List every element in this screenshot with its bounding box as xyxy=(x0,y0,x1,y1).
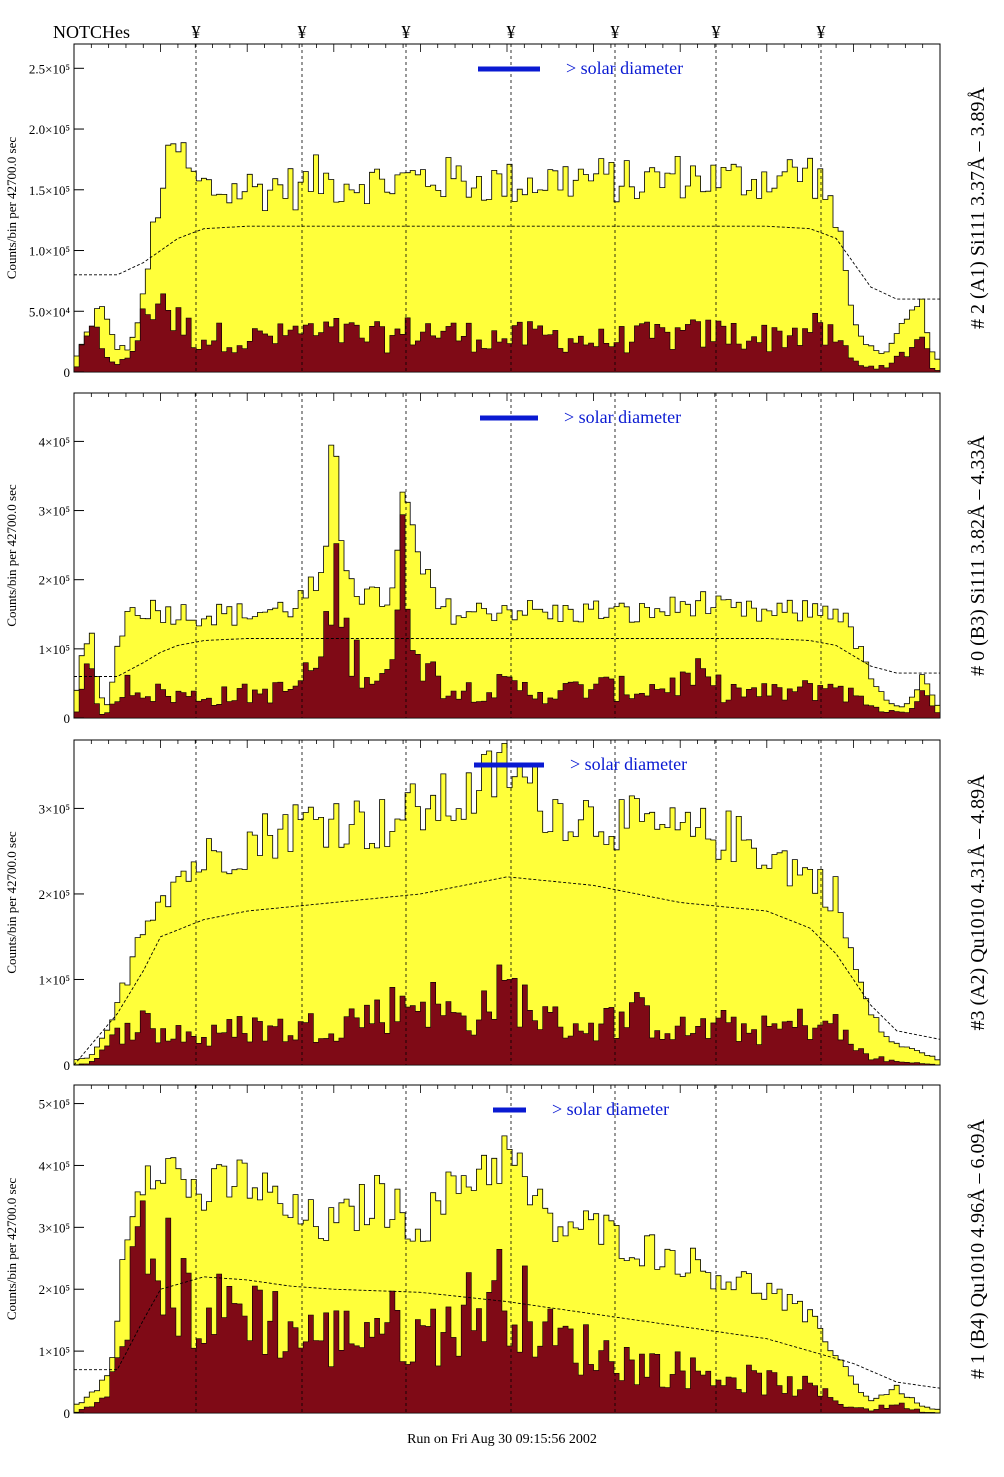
y-tick-label: 0 xyxy=(64,1406,71,1421)
y-tick-label: 2×10⁵ xyxy=(39,887,70,902)
series-signal xyxy=(73,514,941,719)
series-model xyxy=(74,638,940,677)
solar-diameter-legend: > solar diameter xyxy=(564,407,681,427)
series-signal xyxy=(73,1200,941,1414)
panel-2: 0 1×10⁵ 2×10⁵ 3×10⁵ Counts/bin per 42700.0 s… xyxy=(4,739,989,1073)
series-total xyxy=(73,743,941,1066)
series-model xyxy=(74,225,940,300)
y-tick-label: 5.0×10⁴ xyxy=(29,304,71,319)
y-tick-label: 1.5×10⁵ xyxy=(29,183,70,198)
panel-title: # 0 (B3) Si111 3.82Å – 4.33Å xyxy=(967,435,989,676)
y-tick-label: 5×10⁵ xyxy=(39,1097,70,1112)
notch-marker: ¥ xyxy=(817,22,826,42)
y-tick-label: 1×10⁵ xyxy=(39,642,70,657)
panel-0: 0 5.0×10⁴ 1.0×10⁵ 1.5×10⁵ 2.0×10⁵ 2.5×10⁵ Coun… xyxy=(4,43,989,380)
y-tick-label: 2.5×10⁵ xyxy=(29,61,70,76)
y-tick-label: 3×10⁵ xyxy=(39,504,70,519)
series-signal xyxy=(73,964,941,1066)
notch-marker: ¥ xyxy=(611,22,620,42)
y-tick-label: 3×10⁵ xyxy=(39,801,70,816)
solar-diameter-legend: > solar diameter xyxy=(552,1099,669,1119)
y-tick-label: 1×10⁵ xyxy=(39,1344,70,1359)
y-axis-label: Counts/bin per 42700.0 sec xyxy=(4,484,19,626)
y-tick-label: 0 xyxy=(64,365,71,380)
y-tick-label: 3×10⁵ xyxy=(39,1220,70,1235)
panel-title: #3 (A2) Qu1010 4.31Å – 4.89Å xyxy=(967,774,989,1031)
y-tick-label: 0 xyxy=(64,1058,71,1073)
panel-1: 0 1×10⁵ 2×10⁵ 3×10⁵ 4×10⁵ Counts/bin per 4270… xyxy=(4,392,989,726)
panel-title: # 1 (B4) Qu1010 4.96Å – 6.09Å xyxy=(967,1118,989,1379)
y-tick-label: 1×10⁵ xyxy=(39,972,70,987)
y-tick-label: 4×10⁵ xyxy=(39,1158,70,1173)
series-model xyxy=(74,1276,941,1389)
y-axis-label: Counts/bin per 42700.0 sec xyxy=(4,831,19,973)
notch-marker: ¥ xyxy=(402,22,411,42)
notch-marker: ¥ xyxy=(507,22,516,42)
y-tick-label: 1.0×10⁵ xyxy=(29,244,70,259)
y-tick-label: 0 xyxy=(64,711,71,726)
notches-label: NOTCHes xyxy=(53,22,130,42)
y-tick-label: 2.0×10⁵ xyxy=(29,122,70,137)
y-tick-label: 2×10⁵ xyxy=(39,1282,70,1297)
notch-marker: ¥ xyxy=(712,22,721,42)
series-signal xyxy=(73,293,941,373)
notch-marker: ¥ xyxy=(298,22,307,42)
series-model xyxy=(73,876,941,1066)
series-total xyxy=(73,444,941,719)
solar-diameter-legend: > solar diameter xyxy=(566,58,683,78)
y-axis-label: Counts/bin per 42700.0 sec xyxy=(4,137,19,279)
solar-diameter-legend: > solar diameter xyxy=(570,754,687,774)
panel-3: 0 1×10⁵ 2×10⁵ 3×10⁵ 4×10⁵ 5×10⁵ Counts/bin per… xyxy=(4,1084,989,1421)
panel-title: # 2 (A1) Si111 3.37Å – 3.89Å xyxy=(967,87,989,329)
run-timestamp: Run on Fri Aug 30 09:15:56 2002 xyxy=(407,1432,597,1447)
y-tick-label: 4×10⁵ xyxy=(39,434,70,449)
y-axis-label: Counts/bin per 42700.0 sec xyxy=(4,1178,19,1320)
y-tick-label: 2×10⁵ xyxy=(39,573,70,588)
series-total xyxy=(73,142,941,373)
notch-marker: ¥ xyxy=(192,22,201,42)
